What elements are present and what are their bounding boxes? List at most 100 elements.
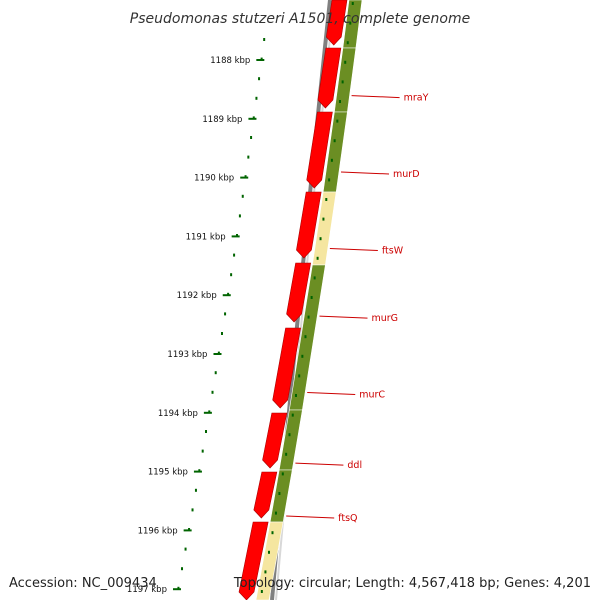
minor-tick-outer	[298, 374, 301, 378]
minor-tick-inner	[241, 194, 244, 198]
forward-cds-arrow	[317, 47, 342, 109]
minor-tick-inner	[181, 567, 184, 571]
minor-tick-inner	[263, 38, 266, 41]
tick-label: 1189 kbp	[202, 115, 242, 125]
minor-tick-outer	[267, 550, 270, 554]
minor-tick-outer	[349, 21, 352, 25]
minor-tick-outer	[291, 413, 294, 417]
forward-cds-arrow	[286, 262, 312, 323]
minor-tick-inner	[194, 488, 197, 492]
minor-tick-outer	[281, 472, 284, 476]
minor-tick-inner	[247, 155, 250, 159]
tick-label: 1196 kbp	[138, 526, 178, 536]
major-tick	[203, 411, 212, 414]
major-tick	[222, 294, 231, 297]
gene-label: ftsW	[382, 245, 404, 256]
minor-tick-outer	[301, 354, 304, 358]
forward-cds-arrow	[272, 327, 301, 409]
topology-text: Topology: circular; Length: 4,567,418 bp…	[233, 576, 591, 591]
minor-tick-outer	[336, 119, 339, 123]
minor-tick-outer	[310, 296, 313, 299]
minor-tick-inner	[191, 508, 194, 512]
major-tick	[193, 470, 202, 473]
tick-label: 1190 kbp	[194, 174, 234, 184]
gene-label: murC	[359, 390, 385, 401]
minor-tick-inner	[230, 273, 233, 277]
minor-tick-inner	[214, 371, 217, 375]
gene-label: murG	[371, 313, 398, 324]
minor-tick-outer	[271, 531, 274, 535]
minor-tick-outer	[339, 100, 341, 103]
tick-label: 1193 kbp	[167, 350, 207, 360]
minor-tick-inner	[233, 253, 236, 257]
minor-tick-outer	[346, 41, 349, 45]
reverse-cds-block	[255, 521, 284, 600]
major-tick	[213, 353, 222, 355]
gene-label: mraY	[404, 93, 429, 104]
forward-strand-track	[238, 0, 348, 600]
tick-label: 1191 kbp	[186, 232, 226, 242]
minor-tick-outer	[285, 452, 288, 456]
tick-label: 1192 kbp	[177, 291, 217, 301]
gene-label: ftsQ	[338, 513, 357, 524]
minor-tick-outer	[322, 217, 325, 221]
gene-leader-line	[319, 315, 368, 319]
major-tick	[231, 235, 240, 238]
minor-tick-outer	[328, 178, 331, 182]
gene-label: murD	[393, 169, 420, 180]
minor-tick-outer	[341, 80, 344, 84]
minor-tick-outer	[278, 492, 281, 495]
minor-tick-outer	[325, 198, 328, 201]
forward-cds-arrow	[325, 0, 348, 46]
forward-cds-arrow	[262, 412, 288, 469]
major-tick	[256, 59, 265, 61]
minor-tick-inner	[184, 547, 187, 551]
tick-label: 1197 kbp	[127, 585, 167, 595]
tick-label: 1195 kbp	[148, 468, 188, 478]
major-tick	[183, 529, 192, 532]
map-title: Pseudomonas stutzeri A1501, complete gen…	[130, 11, 470, 27]
minor-tick-outer	[260, 590, 263, 593]
gene-label: ddl	[347, 460, 362, 471]
gene-leader-line	[329, 247, 378, 251]
minor-tick-inner	[224, 312, 227, 316]
minor-tick-inner	[258, 77, 261, 81]
minor-tick-inner	[220, 332, 223, 335]
minor-tick-outer	[264, 570, 267, 574]
minor-tick-outer	[351, 2, 354, 5]
minor-tick-inner	[250, 136, 253, 139]
minor-tick-outer	[316, 256, 319, 260]
tick-label: 1194 kbp	[158, 409, 198, 419]
minor-tick-inner	[201, 449, 204, 453]
reverse-strand-track	[255, 0, 363, 600]
accession-text: Accession: NC_009434	[9, 576, 157, 591]
tick-label: 1188 kbp	[210, 56, 250, 66]
minor-tick-inner	[238, 214, 241, 218]
gene-label-layer: mraY murD ftsW murG murC ddl ftsQ	[286, 93, 429, 524]
minor-tick-outer	[319, 237, 322, 241]
gene-leader-line	[286, 515, 335, 519]
minor-tick-outer	[304, 335, 307, 339]
minor-tick-outer	[307, 315, 310, 319]
major-tick	[172, 588, 181, 591]
major-tick	[240, 176, 249, 179]
forward-cds-arrow	[253, 471, 278, 519]
minor-tick-outer	[274, 511, 277, 515]
gene-leader-line	[307, 392, 356, 396]
minor-tick-outer	[313, 276, 316, 280]
minor-tick-outer	[333, 139, 336, 143]
major-tick	[248, 117, 257, 120]
minor-tick-inner	[255, 96, 258, 100]
gene-leader-line	[295, 462, 344, 466]
forward-cds-arrow	[238, 521, 269, 600]
minor-tick-inner	[211, 390, 214, 394]
gene-leader-line	[340, 171, 390, 175]
minor-tick-inner	[205, 430, 208, 433]
forward-cds-arrow	[296, 191, 322, 259]
minor-tick-outer	[330, 158, 333, 162]
gene-leader-line	[351, 95, 400, 99]
minor-tick-outer	[344, 60, 347, 64]
minor-tick-outer	[288, 433, 291, 437]
tick-layer: 1188 kbp 1189 kbp 1190 kbp 1191 kbp 1192 kbp…	[127, 2, 354, 595]
